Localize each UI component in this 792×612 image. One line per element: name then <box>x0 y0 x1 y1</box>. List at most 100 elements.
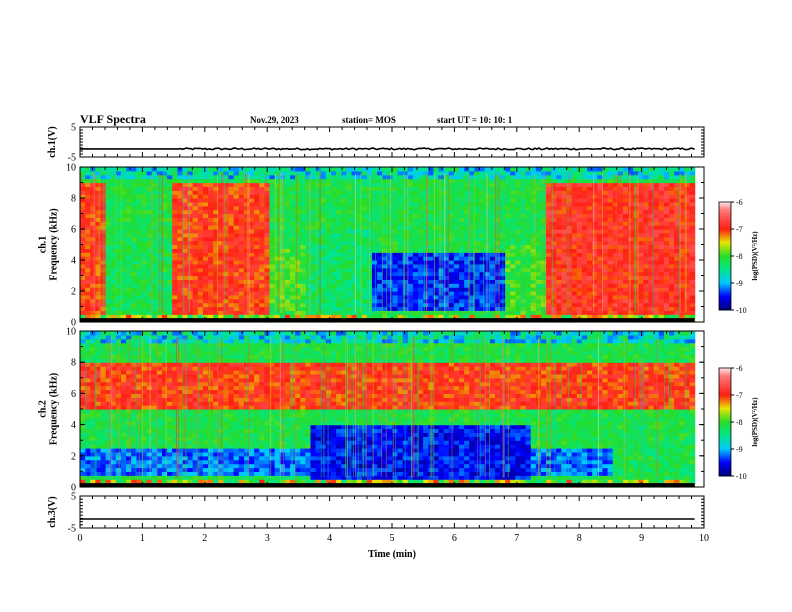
ch1-spectrogram-cell <box>412 217 419 222</box>
ch1-spectrogram-cell <box>474 306 481 311</box>
ch1-spectrogram-cell <box>249 190 255 195</box>
ch1-spectrogram-cell <box>643 306 650 311</box>
ch1-spectrogram-cell <box>264 248 271 253</box>
ch1-spectrogram-cell <box>469 217 475 222</box>
ch1-spectrogram-cell <box>392 174 399 180</box>
ch1-spectrogram-cell <box>330 198 337 203</box>
ch1-spectrogram-cell <box>587 182 593 187</box>
ch1-spectrogram-cell <box>141 205 148 211</box>
ch1-spectrogram-cell <box>361 178 368 184</box>
ch1-spectrogram-cell <box>161 271 168 277</box>
ch1-spectrogram-cell <box>228 298 235 304</box>
ch1-spectrogram-cell <box>428 178 435 184</box>
ch1-spectrogram-cell <box>679 260 685 265</box>
ch1-spectrogram-cell <box>658 294 665 300</box>
ch1-spectrogram-cell <box>530 205 537 211</box>
ch1-spectrogram-cell <box>192 190 199 195</box>
ch1-spectrogram-cell <box>484 248 491 253</box>
ch1-spectrogram-cell <box>238 174 245 180</box>
ch1-spectrogram-cell <box>110 236 117 242</box>
ch1-spectrogram-cell <box>489 236 496 242</box>
ch1-spectrogram-cell <box>151 229 158 234</box>
ch1-spectrogram-cell <box>213 314 219 319</box>
ch1-spectrogram-cell <box>218 252 225 257</box>
ch1-spectrogram-cell <box>679 178 685 184</box>
ch1-spectrogram-cell <box>510 291 516 296</box>
ch1-spectrogram-cell <box>290 167 296 172</box>
ch1-spectrogram-cell <box>648 240 655 246</box>
ch1-spectrogram-cell <box>556 194 563 199</box>
ch1-spectrogram-cell <box>459 213 465 218</box>
ch1-spectrogram-cell <box>551 225 557 230</box>
ch1-spectrogram-cell <box>315 306 322 311</box>
ch1-spectrogram-cell <box>110 306 117 311</box>
ch1-spectrogram-cell <box>622 190 629 195</box>
ch1-spectrogram-cell <box>397 178 404 184</box>
ch1-spectrogram-cell <box>638 267 645 273</box>
ch1-spectrogram-cell <box>392 306 399 311</box>
ch1-spectrogram-cell <box>146 209 153 215</box>
ch1-spectrogram-cell <box>290 302 296 308</box>
ch1-spectrogram-cell <box>202 194 209 199</box>
ch1-spectrogram-cell <box>561 201 568 207</box>
ch1-spectrogram-cell <box>126 314 132 319</box>
ch1-spectrogram-cell <box>90 256 96 261</box>
ch1-spectrogram-cell <box>182 256 189 261</box>
ch1-spectrogram-cell <box>172 248 178 253</box>
ch1-spectrogram-cell <box>679 267 685 273</box>
ch1-spectrogram-cell <box>561 240 568 246</box>
ch1-spectrogram-cell <box>648 256 655 261</box>
ch1-spectrogram-cell <box>284 283 291 288</box>
ch1-spectrogram-cell <box>571 236 578 242</box>
ch1-spectrogram-cell <box>197 178 204 184</box>
ch1-spectrogram-cell <box>208 186 214 191</box>
ch1-spectrogram-cell <box>238 186 245 191</box>
ch1-spectrogram-cell <box>474 205 481 211</box>
ch1-spectrogram-cell <box>290 201 296 207</box>
ch1-spectrogram-cell <box>428 287 435 292</box>
ch1-spectrogram-cell <box>218 287 225 292</box>
ch1-spectrogram-cell <box>418 283 424 288</box>
ch1-spectrogram-cell <box>515 252 522 257</box>
ch1-spectrogram-cell <box>556 302 563 308</box>
ch1-spectrogram-cell <box>402 182 409 187</box>
ch1-spectrogram-cell <box>218 174 225 180</box>
ch1-spectrogram-cell <box>346 217 353 222</box>
ch1-spectrogram-cell <box>238 310 245 315</box>
ch1-spectrogram-cell <box>515 283 522 288</box>
ch1-spectrogram-cell <box>105 225 112 230</box>
ch1-spectrogram-cell <box>418 263 424 269</box>
ch1-spectrogram-cell <box>249 279 255 284</box>
ch1-spectrogram-cell <box>494 209 501 215</box>
ch1-spectrogram-cell <box>80 213 86 218</box>
ch1-spectrogram-cell <box>80 198 86 203</box>
ch1-spectrogram-cell <box>510 170 516 176</box>
ch1-spectrogram-cell <box>443 294 450 300</box>
ch1-spectrogram-cell <box>428 217 435 222</box>
ch1-spectrogram-cell <box>115 306 122 311</box>
ch1-spectrogram-cell <box>674 302 680 308</box>
ch1-spectrogram-cell <box>546 291 552 296</box>
ch1-spectrogram-cell <box>110 283 117 288</box>
ch1-spectrogram-cell <box>469 244 475 249</box>
ch1-spectrogram-cell <box>453 283 460 288</box>
ch1-spectrogram-cell <box>684 310 691 315</box>
ch1-spectrogram-cell <box>597 205 604 211</box>
ch1-spectrogram-cell <box>479 283 486 288</box>
ch1-spectrogram-cell <box>556 248 563 253</box>
ch1-spectrogram-cell <box>684 213 691 218</box>
ch1-spectrogram-cell <box>197 275 204 280</box>
ch1-spectrogram-cell <box>202 310 209 315</box>
ch1-spectrogram-cell <box>494 244 501 249</box>
ch1-spectrogram-cell <box>679 310 685 315</box>
ch1-spectrogram-cell <box>197 271 204 277</box>
ch1-spectrogram-cell <box>530 186 537 191</box>
ch1-spectrogram-cell <box>218 170 225 176</box>
ch1-spectrogram-cell <box>110 201 117 207</box>
ch1-spectrogram-cell <box>505 267 511 273</box>
ch1-spectrogram-cell <box>459 167 465 172</box>
ch1-spectrogram-cell <box>602 248 609 253</box>
ch1-spectrogram-cell <box>684 298 691 304</box>
ch1-spectrogram-cell <box>581 198 588 203</box>
ch1-spectrogram-cell <box>228 232 235 238</box>
